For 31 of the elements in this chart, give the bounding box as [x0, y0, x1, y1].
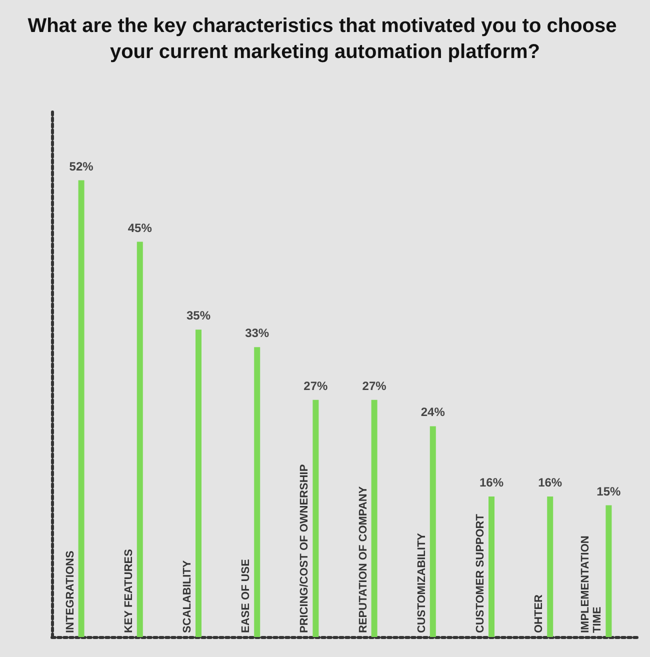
- x-tick-label: EASE OF USE: [240, 559, 252, 633]
- bar: [196, 330, 202, 637]
- x-tick-label: PRICING/COST OF OWNERSHIP: [298, 464, 311, 633]
- data-label: 45%: [128, 220, 152, 235]
- data-label: 27%: [304, 378, 328, 393]
- x-tick-label: CUSTOMIZABILITY: [416, 532, 428, 633]
- x-tick-label: KEY FEATURES: [122, 549, 135, 633]
- data-label: 52%: [69, 159, 94, 174]
- bar: [606, 505, 612, 637]
- bar: [430, 426, 436, 637]
- bar: [371, 400, 378, 637]
- data-label: 33%: [245, 326, 270, 340]
- x-tick-label: SCALABILITY: [182, 560, 194, 633]
- bar: [547, 496, 554, 637]
- data-label: 24%: [420, 405, 446, 420]
- bar: [136, 242, 143, 637]
- bar: [254, 347, 260, 637]
- bar: [78, 180, 84, 637]
- x-tick-label: CUSTOMER SUPPORT: [474, 514, 486, 633]
- x-tick-label: REPUTATION OF COMPANY: [357, 486, 370, 633]
- x-tick-label: OHTER: [533, 594, 546, 633]
- chart-title: What are the key characteristics that motivated you to choose your current marketing automation platform?: [28, 15, 622, 63]
- data-label: 27%: [362, 378, 387, 393]
- x-tick-label: INTEGRATIONS: [64, 550, 76, 633]
- data-label: 16%: [479, 475, 504, 490]
- data-label: 15%: [596, 484, 622, 498]
- bar: [312, 400, 319, 637]
- data-label: 35%: [186, 308, 211, 323]
- x-tick-label: IMPLEMENTATION TIME: [580, 536, 604, 633]
- data-label: 16%: [538, 475, 562, 490]
- bar: [488, 496, 494, 637]
